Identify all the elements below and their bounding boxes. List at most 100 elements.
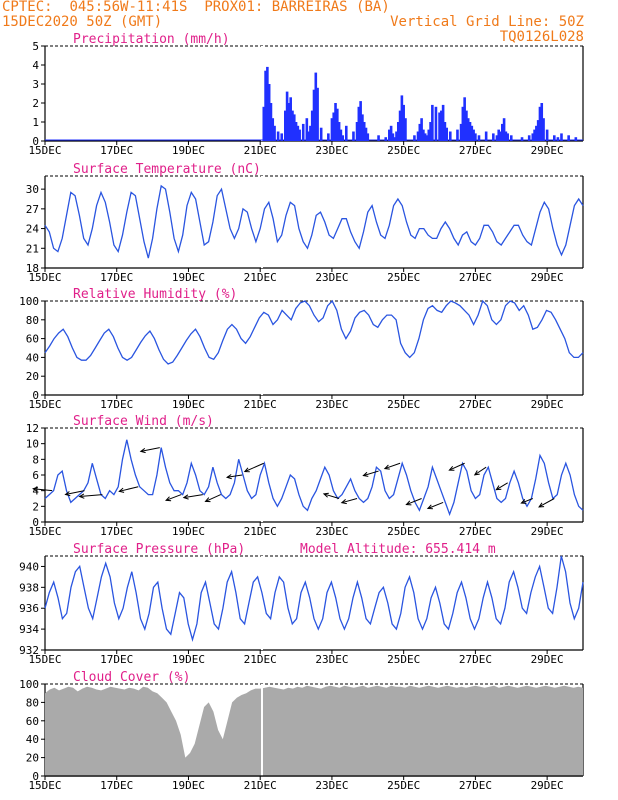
precip-bar: [567, 135, 570, 141]
precip-bar: [427, 129, 431, 141]
precip-bar: [398, 110, 402, 141]
y-tick-label: 20: [26, 370, 39, 383]
y-tick-label: 0: [32, 135, 39, 148]
x-tick-label: 15DEC: [28, 271, 61, 284]
y-tick-label: 938: [19, 581, 39, 594]
cloud-cover-area: [45, 685, 583, 776]
y-tick-label: 8: [32, 453, 39, 466]
precip-bar: [536, 120, 540, 141]
x-tick-label: 29DEC: [531, 779, 564, 792]
precip-bar: [284, 110, 287, 141]
temp-line: [44, 184, 584, 259]
y-tick-label: 936: [19, 602, 39, 615]
y-tick-label: 60: [26, 715, 39, 728]
precip-bar: [332, 112, 336, 141]
precip-bar: [545, 129, 549, 141]
x-tick-label: 17DEC: [100, 398, 133, 411]
precip-bar: [334, 103, 337, 141]
x-tick-label: 15DEC: [28, 779, 61, 792]
precip-bar: [438, 112, 441, 141]
wind-vector-arrow: [65, 490, 85, 495]
precip-bar: [416, 131, 420, 141]
precip-bar: [396, 122, 400, 141]
precip-bar: [472, 129, 475, 141]
x-tick-label: 17DEC: [100, 144, 133, 157]
x-tick-label: 15DEC: [28, 398, 61, 411]
pres-line: [44, 555, 584, 643]
precip-bar: [431, 104, 434, 141]
precip-bar: [533, 129, 536, 141]
x-tick-label: 19DEC: [172, 271, 205, 284]
wind-vector-arrow: [140, 447, 160, 452]
x-tick-label: 17DEC: [100, 525, 133, 538]
precip-bar: [301, 123, 305, 141]
wind-vector-arrow: [427, 501, 444, 509]
header-location: PROX01: BARREIRAS (BA): [204, 0, 390, 15]
y-tick-label: 1: [32, 116, 39, 129]
precip-bar: [501, 123, 504, 141]
x-tick-label: 21DEC: [244, 779, 277, 792]
precip-bar: [445, 127, 449, 141]
precip-bar: [538, 106, 542, 141]
precip-bar: [344, 125, 348, 141]
precip-bar: [289, 97, 292, 141]
precip-bar: [506, 133, 509, 141]
precip-bar: [361, 114, 364, 141]
x-tick-label: 21DEC: [244, 271, 277, 284]
x-tick-label: 27DEC: [459, 779, 492, 792]
precip-bar: [267, 84, 271, 141]
y-tick-label: 24: [26, 223, 40, 236]
wind-vector-head: [383, 464, 390, 470]
x-tick-label: 19DEC: [172, 398, 205, 411]
precip-bar: [319, 127, 323, 141]
x-tick-label: 23DEC: [315, 271, 348, 284]
header-org-text: CPTEC:: [2, 0, 53, 15]
wind-vector-arrow: [165, 494, 182, 501]
wind-vector-arrow: [406, 498, 422, 506]
wind-vector-arrow: [496, 482, 508, 491]
y-tick-label: 4: [32, 59, 39, 72]
x-tick-label: 17DEC: [100, 271, 133, 284]
precip-bar: [497, 129, 501, 141]
precip-bar: [339, 129, 343, 141]
x-tick-label: 19DEC: [172, 779, 205, 792]
precip-bar: [441, 104, 445, 141]
x-tick-label: 19DEC: [172, 525, 205, 538]
precip-bar: [262, 106, 266, 141]
precip-bar: [305, 118, 309, 141]
x-tick-label: 15DEC: [28, 525, 61, 538]
wind-vector-arrow: [244, 462, 264, 473]
panel-annotation: Model Altitude: 655.414 m: [300, 542, 496, 557]
wind-vector-head: [495, 485, 502, 491]
precip-bar: [400, 95, 404, 141]
x-tick-label: 27DEC: [459, 525, 492, 538]
x-tick-label: 19DEC: [172, 144, 205, 157]
header-grid-line: Vertical Grid Line: 50Z: [390, 14, 584, 30]
y-tick-label: 20: [26, 752, 39, 765]
precip-bar: [556, 137, 560, 141]
y-tick-label: 2: [32, 97, 39, 110]
precip-bar: [280, 133, 284, 141]
y-tick-label: 2: [32, 500, 39, 513]
wind-vector-head: [139, 448, 146, 454]
precip-bar: [495, 135, 499, 141]
precip-bar: [388, 129, 391, 141]
precip-bar: [425, 135, 429, 141]
precip-bar: [456, 129, 459, 141]
wind-vector-arrow: [79, 494, 103, 497]
header-org: CPTEC: 045:56W-11:41S PROX01: BARREIRAS …: [2, 0, 390, 15]
precip-bar: [384, 137, 388, 141]
precip-bar: [461, 106, 465, 141]
x-tick-label: 17DEC: [100, 779, 133, 792]
y-tick-label: 18: [26, 262, 39, 275]
y-tick-label: 4: [32, 485, 39, 498]
wind-line: [44, 439, 584, 517]
x-tick-label: 29DEC: [531, 525, 564, 538]
y-tick-label: 0: [32, 389, 39, 402]
wind-vector-head: [32, 486, 39, 492]
y-tick-label: 80: [26, 314, 39, 327]
precip-bar: [266, 66, 269, 141]
precip-bar: [413, 135, 416, 141]
panel-title: Relative Humidity (%): [73, 287, 237, 302]
x-tick-label: 27DEC: [459, 271, 492, 284]
